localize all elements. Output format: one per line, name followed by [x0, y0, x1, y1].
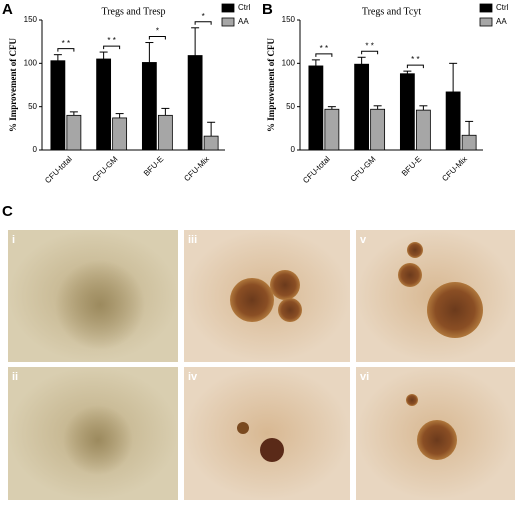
error-bar [419, 105, 428, 111]
significance-label: * [156, 27, 159, 36]
significance-label: * * [320, 44, 328, 53]
y-tick-label: 0 [291, 145, 296, 154]
x-tick-label: CFU-GM [349, 154, 378, 183]
significance-bracket [103, 45, 121, 50]
y-axis-label: % Improvement of CFU [266, 37, 276, 132]
error-bar [465, 120, 474, 136]
error-bar [161, 107, 170, 116]
x-tick-label: CFU-Mix [182, 155, 211, 184]
photos [8, 230, 515, 500]
y-tick-label: 50 [286, 102, 295, 111]
bar [66, 114, 82, 151]
panel-label: B [262, 1, 273, 18]
significance-label: * * [62, 39, 70, 48]
error-bar [53, 54, 62, 61]
significance-bracket [406, 64, 424, 69]
x-tick-label: CFU-total [301, 154, 332, 185]
x-tick-label: BFU-E [142, 155, 165, 178]
photo-label: ii [12, 371, 18, 383]
colony [427, 282, 483, 338]
bar [445, 91, 461, 151]
colony [278, 298, 302, 322]
error-bar [207, 121, 216, 137]
significance-label: * * [107, 36, 115, 45]
y-tick-label: 50 [28, 102, 37, 111]
error-bar [373, 105, 382, 110]
colony [230, 278, 274, 322]
significance-bracket [57, 48, 75, 52]
legend-swatch [221, 17, 235, 27]
chart-title: Tregs and Tcyt [362, 6, 422, 17]
x-tick-label: CFU-GM [91, 154, 120, 183]
legend-label: AA [496, 17, 507, 26]
panel-label: C [2, 203, 13, 220]
x-tick-label: BFU-E [400, 155, 423, 178]
error-bar [403, 70, 412, 74]
x-tick-label: CFU-Mix [440, 155, 469, 184]
colony [406, 394, 418, 406]
error-bar [99, 51, 108, 59]
y-tick-label: 0 [33, 145, 38, 154]
colony [407, 242, 423, 258]
bar [112, 117, 128, 151]
bar [308, 65, 324, 151]
bar [157, 114, 173, 151]
legend-label: Ctrl [238, 3, 251, 12]
error-bar [357, 56, 366, 65]
y-tick-label: 100 [282, 58, 296, 67]
photo-label: iv [188, 371, 198, 383]
colony [237, 422, 249, 434]
colony [398, 263, 422, 287]
bar [354, 63, 370, 151]
chart-title: Tregs and Tresp [101, 6, 165, 17]
y-tick-label: 150 [282, 15, 296, 24]
colony [270, 270, 300, 300]
error-bar [191, 27, 200, 56]
photo [184, 367, 350, 500]
bar [96, 58, 112, 151]
photo-label: iii [188, 234, 197, 246]
significance-bracket [148, 36, 166, 40]
bar [399, 73, 415, 151]
colony [63, 405, 133, 475]
error-bar [145, 42, 154, 63]
significance-label: * * [365, 41, 373, 50]
bar [370, 108, 386, 151]
bar [324, 108, 340, 151]
significance-bracket [315, 53, 333, 57]
legend-swatch [479, 17, 493, 27]
error-bar [69, 111, 78, 116]
x-tick-label: CFU-total [43, 154, 74, 185]
photo-label: i [12, 234, 15, 246]
error-bar [449, 62, 458, 92]
bar [461, 134, 477, 151]
legend-label: AA [238, 17, 249, 26]
y-tick-label: 150 [24, 15, 38, 24]
colony [260, 438, 284, 462]
significance-bracket [361, 50, 379, 55]
significance-label: * [202, 12, 205, 21]
panel-label: A [2, 1, 13, 18]
error-bar [311, 59, 320, 66]
bar [203, 135, 219, 151]
legend-swatch [221, 3, 235, 13]
bar [141, 62, 157, 151]
bar [187, 55, 203, 151]
colony [417, 420, 457, 460]
bar [50, 60, 66, 151]
y-tick-label: 100 [24, 58, 38, 67]
error-bar [327, 106, 336, 110]
legend-swatch [479, 3, 493, 13]
significance-bracket [194, 21, 212, 25]
colony [55, 260, 145, 350]
photo-label: vi [360, 371, 369, 383]
y-axis-label: % Improvement of CFU [8, 37, 18, 132]
bar [415, 109, 431, 151]
error-bar [115, 113, 124, 118]
photo-label: v [360, 234, 367, 246]
legend-label: Ctrl [496, 3, 509, 12]
significance-label: * * [411, 55, 419, 64]
